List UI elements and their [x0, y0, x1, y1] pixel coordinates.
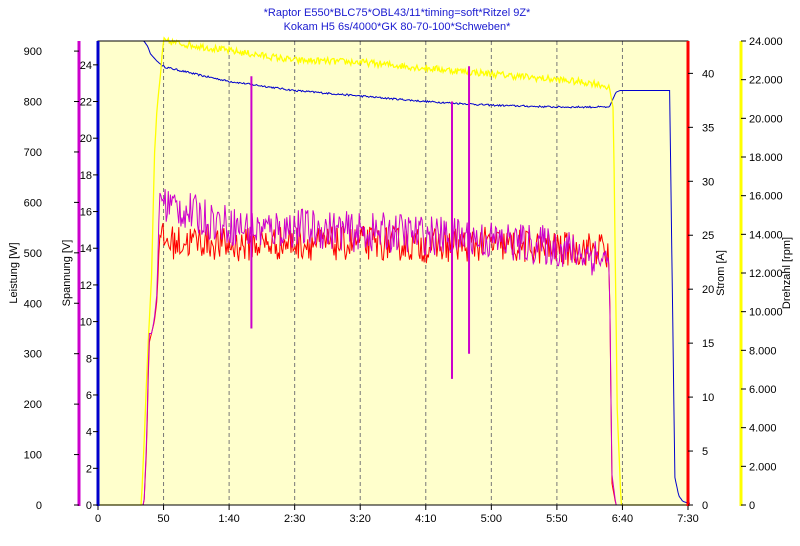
x-tick-label: 5:00	[481, 513, 502, 525]
chart-title-line-1: *Raptor E550*BLC75*OBL43/11*timing=soft*…	[264, 7, 531, 19]
strom-tick-label: 25	[702, 230, 714, 242]
leistung-tick-label: 100	[24, 450, 42, 462]
spannung-tick-label: 20	[80, 133, 92, 145]
spannung-tick-label: 18	[80, 170, 92, 182]
spannung-tick-label: 6	[86, 390, 92, 402]
chart-title-line-2: Kokam H5 6s/4000*GK 80-70-100*Schweben*	[284, 21, 512, 33]
drehzahl-tick-label: 4.000	[749, 423, 777, 435]
drehzahl-axis-title: Drehzahl [rpm]	[781, 237, 793, 309]
spannung-tick-label: 24	[80, 60, 92, 72]
leistung-tick-label: 500	[24, 248, 42, 260]
x-tick-label: 6:40	[612, 513, 633, 525]
spannung-axis-title: Spannung [V]	[61, 240, 73, 307]
leistung-tick-label: 700	[24, 147, 42, 159]
drehzahl-tick-label: 18.000	[749, 152, 783, 164]
spannung-tick-label: 10	[80, 317, 92, 329]
strom-tick-label: 0	[702, 500, 708, 512]
spannung-tick-label: 16	[80, 207, 92, 219]
x-tick-label: 2:30	[284, 513, 305, 525]
drehzahl-tick-label: 14.000	[749, 229, 783, 241]
drehzahl-tick-label: 20.000	[749, 113, 783, 125]
strom-tick-label: 5	[702, 446, 708, 458]
x-tick-label: 1:40	[218, 513, 239, 525]
leistung-tick-label: 200	[24, 399, 42, 411]
drehzahl-tick-label: 12.000	[749, 268, 783, 280]
leistung-axis-title: Leistung [W]	[8, 242, 20, 303]
strom-tick-label: 30	[702, 176, 714, 188]
leistung-tick-label: 0	[36, 500, 42, 512]
drehzahl-tick-label: 6.000	[749, 384, 777, 396]
strom-axis-title: Strom [A]	[715, 250, 727, 296]
strom-tick-label: 35	[702, 122, 714, 134]
spannung-tick-label: 14	[80, 243, 92, 255]
spannung-tick-label: 8	[86, 353, 92, 365]
strom-tick-label: 40	[702, 68, 714, 80]
series-line-strom	[98, 222, 690, 506]
drehzahl-tick-label: 0	[749, 500, 755, 512]
x-tick-label: 50	[157, 513, 169, 525]
spannung-tick-label: 12	[80, 280, 92, 292]
x-tick-label: 0	[95, 513, 101, 525]
x-tick-label: 5:50	[546, 513, 567, 525]
x-tick-label: 4:10	[415, 513, 436, 525]
series-line-leistung	[98, 189, 690, 506]
strom-tick-label: 15	[702, 338, 714, 350]
plot-area	[98, 36, 690, 506]
drehzahl-tick-label: 2.000	[749, 461, 777, 473]
series-line-drehzahl	[98, 36, 690, 506]
spannung-tick-label: 22	[80, 97, 92, 109]
series-line-spannung	[98, 40, 690, 504]
leistung-tick-label: 400	[24, 298, 42, 310]
drehzahl-tick-label: 10.000	[749, 307, 783, 319]
x-tick-label: 3:20	[350, 513, 371, 525]
leistung-tick-label: 900	[24, 46, 42, 58]
drehzahl-tick-label: 22.000	[749, 75, 783, 87]
leistung-tick-label: 800	[24, 97, 42, 109]
x-tick-label: 7:30	[677, 513, 698, 525]
axes-layer: 0 50 1:40 2:30 3:20 4:10 5:00 5:50 6:40 7:3001002…	[8, 36, 793, 525]
spannung-tick-label: 4	[86, 427, 92, 439]
drehzahl-tick-label: 8.000	[749, 345, 777, 357]
drehzahl-tick-label: 16.000	[749, 191, 783, 203]
spannung-tick-label: 2	[86, 463, 92, 475]
leistung-tick-label: 300	[24, 349, 42, 361]
strom-tick-label: 20	[702, 284, 714, 296]
plot-background	[98, 41, 688, 505]
spannung-tick-label: 0	[86, 500, 92, 512]
drehzahl-tick-label: 24.000	[749, 36, 783, 48]
strom-tick-label: 10	[702, 392, 714, 404]
leistung-tick-label: 600	[24, 197, 42, 209]
